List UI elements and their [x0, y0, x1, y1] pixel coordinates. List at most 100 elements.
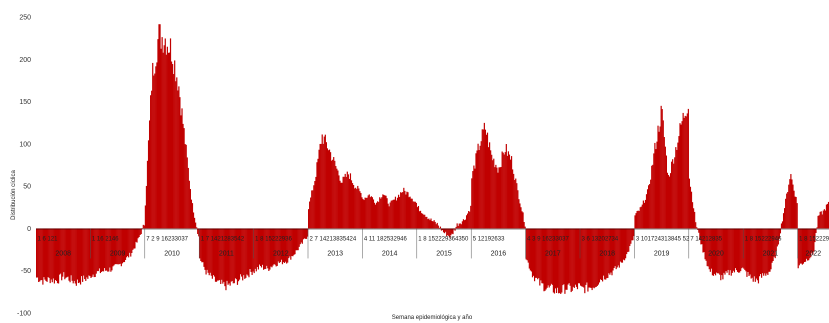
bar [626, 228, 628, 255]
bar [616, 228, 618, 268]
bar [540, 228, 542, 281]
bar [64, 228, 66, 280]
bar [712, 228, 715, 276]
bar [316, 162, 318, 229]
bar [672, 159, 674, 229]
bar [708, 228, 710, 270]
bar [786, 193, 788, 229]
bar [550, 228, 552, 284]
bar [382, 194, 384, 229]
bar [315, 176, 317, 229]
bar [169, 38, 172, 229]
bar [598, 228, 601, 283]
bar [146, 160, 149, 229]
bar [433, 220, 435, 229]
bar [666, 172, 669, 229]
bar [747, 228, 749, 272]
bar [584, 228, 586, 294]
bar [203, 228, 205, 267]
bar [228, 228, 230, 284]
bar [456, 223, 458, 229]
bar [115, 228, 117, 265]
bar [703, 228, 705, 253]
bar [301, 228, 303, 244]
bar [535, 228, 537, 278]
bar [73, 228, 75, 281]
bar [470, 205, 472, 229]
bar [272, 228, 274, 266]
bar [733, 228, 735, 273]
bar [286, 228, 288, 264]
bar [366, 197, 368, 229]
bar [175, 81, 177, 229]
bar [363, 200, 365, 229]
bar [701, 228, 703, 245]
bar [352, 185, 355, 229]
bar [554, 228, 557, 289]
bar [537, 228, 539, 280]
bar [493, 158, 495, 229]
bar [481, 129, 483, 229]
bar [754, 228, 756, 282]
year-label: 2017 [545, 250, 561, 257]
bar [38, 228, 40, 283]
bar [721, 228, 723, 276]
week-label: 3 101724313845 52 [636, 236, 690, 242]
bar [753, 228, 755, 277]
bar [383, 194, 385, 229]
bar [339, 180, 341, 229]
year-label: 2014 [382, 250, 398, 257]
bar [769, 228, 771, 272]
bar [39, 228, 41, 282]
bar [748, 228, 750, 276]
bar [720, 228, 722, 281]
bar [704, 228, 706, 260]
bar [374, 204, 377, 229]
bar [408, 197, 410, 229]
bar [582, 228, 584, 287]
bar [655, 149, 657, 229]
bar [725, 228, 727, 272]
bar [390, 200, 392, 229]
bar [502, 152, 504, 229]
bar [417, 205, 420, 229]
bar [619, 228, 621, 262]
bar [328, 149, 331, 229]
bar [91, 228, 93, 277]
year-separators [90, 228, 798, 259]
bar [662, 120, 664, 229]
bar [707, 228, 709, 267]
bar [762, 228, 764, 274]
bar [71, 228, 73, 281]
bar [539, 228, 541, 286]
bar [523, 222, 525, 229]
bar [46, 228, 48, 282]
bar [770, 228, 772, 270]
bar [604, 228, 606, 280]
bar [478, 150, 480, 229]
bar [221, 228, 223, 280]
bar [123, 228, 126, 263]
bar [386, 198, 388, 229]
bar [140, 228, 142, 235]
bar [142, 224, 144, 229]
bar [448, 228, 450, 237]
bar [745, 228, 747, 272]
bar [44, 228, 46, 280]
bar [259, 228, 262, 267]
y-axis-ticks: 250 200 150 100 50 0 -50 -100 [17, 15, 31, 318]
bar [729, 228, 731, 271]
bar [305, 228, 308, 239]
bar [574, 228, 576, 285]
bar [531, 228, 534, 278]
bar [268, 228, 270, 271]
bar [615, 228, 617, 270]
bar [727, 228, 729, 270]
bar [495, 164, 497, 229]
bar [677, 142, 679, 229]
bar [506, 155, 508, 229]
bar [642, 200, 644, 229]
bar [354, 188, 356, 229]
bar [817, 215, 819, 229]
bar [631, 228, 633, 241]
